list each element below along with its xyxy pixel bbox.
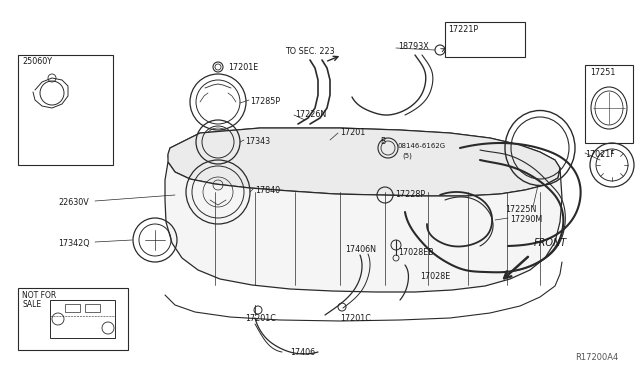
Text: 17221P: 17221P xyxy=(448,25,478,34)
Text: 18793X: 18793X xyxy=(398,42,429,51)
Text: 17021F: 17021F xyxy=(585,150,615,159)
Text: 17840: 17840 xyxy=(255,186,280,195)
Text: 17201C: 17201C xyxy=(340,314,371,323)
Bar xyxy=(445,22,525,57)
Text: (5): (5) xyxy=(402,152,412,158)
Text: 17342Q: 17342Q xyxy=(58,239,90,248)
Polygon shape xyxy=(168,128,560,196)
Text: 22630V: 22630V xyxy=(58,198,89,207)
Bar xyxy=(85,304,100,312)
Bar xyxy=(585,65,633,143)
Text: FRONT: FRONT xyxy=(534,238,567,248)
Text: B: B xyxy=(380,137,385,146)
Bar xyxy=(50,300,115,338)
Text: 17343: 17343 xyxy=(245,137,270,146)
Text: 17028E: 17028E xyxy=(420,272,451,281)
Text: 08146-6162G: 08146-6162G xyxy=(398,143,446,149)
Text: NOT FOR: NOT FOR xyxy=(22,291,56,300)
Text: 17251: 17251 xyxy=(590,68,616,77)
Text: R17200A4: R17200A4 xyxy=(575,353,618,362)
Text: 17285P: 17285P xyxy=(250,97,280,106)
Text: 25060Y: 25060Y xyxy=(22,57,52,66)
Bar xyxy=(18,288,128,350)
Polygon shape xyxy=(168,128,560,196)
Text: 17028EB: 17028EB xyxy=(398,248,434,257)
Text: 17201E: 17201E xyxy=(228,63,259,72)
Text: 17226N: 17226N xyxy=(295,110,326,119)
Text: TO SEC. 223: TO SEC. 223 xyxy=(285,47,335,56)
Text: 17290M: 17290M xyxy=(510,215,542,224)
Bar xyxy=(18,55,113,165)
Text: 17201: 17201 xyxy=(340,128,365,137)
Text: SALE: SALE xyxy=(22,300,41,309)
Text: 17406N: 17406N xyxy=(345,245,376,254)
Text: 17201C: 17201C xyxy=(245,314,276,323)
Text: 17225N: 17225N xyxy=(505,205,536,214)
Polygon shape xyxy=(165,162,562,292)
Text: 17228P: 17228P xyxy=(395,190,425,199)
Text: 17406: 17406 xyxy=(290,348,315,357)
Bar xyxy=(65,304,80,312)
